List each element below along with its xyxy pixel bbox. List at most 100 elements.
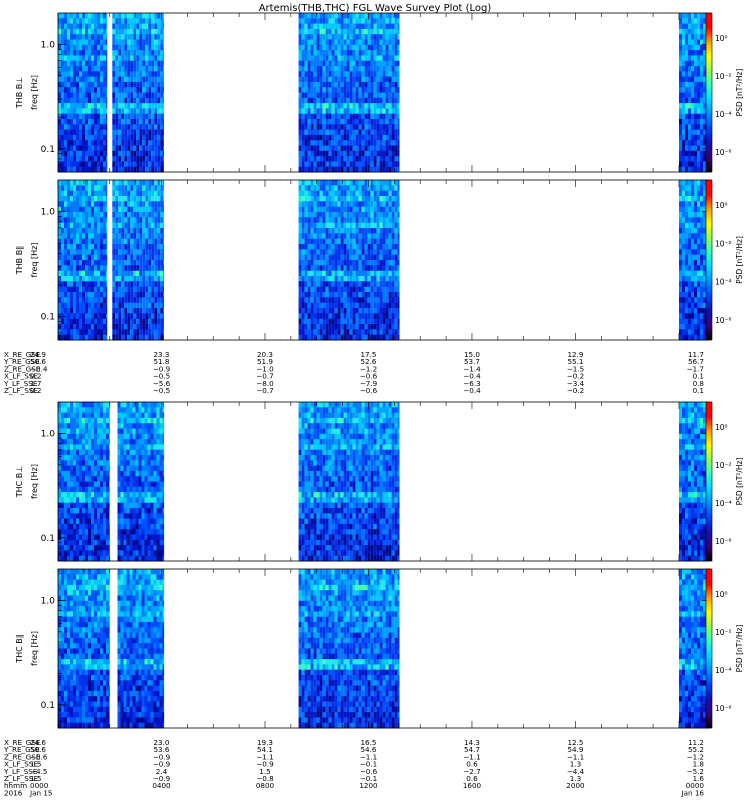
psd-cell — [160, 329, 164, 336]
psd-cell — [343, 206, 347, 213]
psd-cell — [355, 281, 359, 288]
psd-cell — [118, 201, 122, 208]
psd-cell — [100, 212, 103, 218]
psd-cell — [376, 150, 380, 157]
psd-cell — [151, 50, 155, 56]
psd-cell — [67, 233, 70, 240]
psd-cell — [346, 265, 350, 272]
psd-cell — [349, 206, 353, 213]
spectrogram-interval — [112, 13, 164, 173]
psd-cell — [682, 185, 685, 192]
psd-cell — [331, 18, 335, 25]
psd-cell — [88, 281, 91, 288]
psd-cell — [382, 108, 386, 115]
psd-cell — [682, 222, 685, 229]
psd-cell — [370, 324, 374, 330]
psd-cell — [67, 329, 70, 336]
psd-cell — [124, 292, 128, 298]
psd-cell — [85, 13, 88, 19]
psd-cell — [163, 23, 164, 30]
psd-cell — [127, 39, 131, 46]
psd-cell — [319, 324, 323, 330]
psd-cell — [313, 308, 317, 314]
psd-cell — [76, 212, 79, 218]
psd-cell — [58, 212, 61, 218]
psd-cell — [688, 276, 691, 282]
psd-cell — [358, 190, 362, 197]
psd-cell — [133, 55, 137, 62]
psd-cell — [124, 212, 128, 218]
psd-cell — [349, 308, 353, 314]
psd-cell — [298, 81, 302, 88]
psd-cell — [103, 71, 106, 78]
psd-cell — [70, 233, 73, 240]
psd-cell — [103, 185, 106, 192]
psd-cell — [334, 318, 338, 325]
psd-cell — [148, 124, 152, 131]
psd-cell — [97, 150, 100, 157]
psd-cell — [682, 87, 685, 93]
psd-cell — [121, 156, 125, 162]
psd-cell — [703, 39, 706, 46]
psd-cell — [700, 254, 703, 261]
psd-cell — [349, 265, 353, 272]
psd-cell — [319, 87, 323, 93]
psd-cell — [157, 39, 161, 46]
psd-cell — [316, 313, 320, 320]
psd-cell — [355, 308, 359, 314]
psd-cell — [91, 238, 94, 245]
psd-cell — [304, 281, 308, 288]
psd-cell — [160, 156, 164, 162]
psd-cell — [352, 76, 356, 83]
psd-cell — [316, 201, 320, 208]
psd-cell — [103, 108, 106, 115]
psd-cell — [58, 190, 61, 197]
psd-cell — [73, 113, 76, 120]
psd-cell — [100, 161, 103, 168]
psd-cell — [397, 185, 400, 192]
psd-cell — [703, 28, 706, 35]
psd-cell — [124, 150, 128, 157]
psd-cell — [349, 297, 353, 304]
psd-cell — [82, 97, 85, 104]
psd-cell — [100, 292, 103, 298]
psd-cell — [61, 66, 64, 72]
psd-cell — [334, 270, 338, 277]
psd-cell — [361, 119, 365, 125]
psd-cell — [355, 180, 359, 186]
psd-cell — [163, 13, 164, 19]
psd-cell — [694, 81, 697, 88]
psd-cell — [325, 324, 329, 330]
psd-cell — [88, 249, 91, 256]
psd-cell — [307, 71, 311, 78]
psd-cell — [91, 66, 94, 72]
psd-cell — [373, 18, 377, 25]
psd-cell — [148, 313, 152, 320]
psd-cell — [70, 196, 73, 202]
psd-cell — [703, 228, 706, 234]
psd-cell — [325, 302, 329, 309]
psd-cell — [133, 308, 137, 314]
spectrogram-interval — [112, 180, 164, 341]
psd-cell — [304, 222, 308, 229]
psd-cell — [688, 286, 691, 293]
psd-cell — [118, 185, 122, 192]
psd-cell — [376, 185, 380, 192]
psd-cell — [103, 50, 106, 56]
psd-cell — [367, 281, 371, 288]
psd-cell — [691, 201, 694, 208]
psd-cell — [115, 276, 119, 282]
psd-cell — [388, 308, 392, 314]
psd-cell — [343, 222, 347, 229]
psd-cell — [682, 313, 685, 320]
psd-cell — [130, 233, 134, 240]
psd-cell — [70, 249, 73, 256]
psd-cell — [115, 318, 119, 325]
psd-cell — [322, 23, 326, 30]
psd-cell — [160, 103, 164, 109]
psd-cell — [310, 92, 314, 99]
psd-cell — [703, 233, 706, 240]
psd-cell — [100, 129, 103, 136]
psd-cell — [346, 55, 350, 62]
psd-cell — [340, 28, 344, 35]
